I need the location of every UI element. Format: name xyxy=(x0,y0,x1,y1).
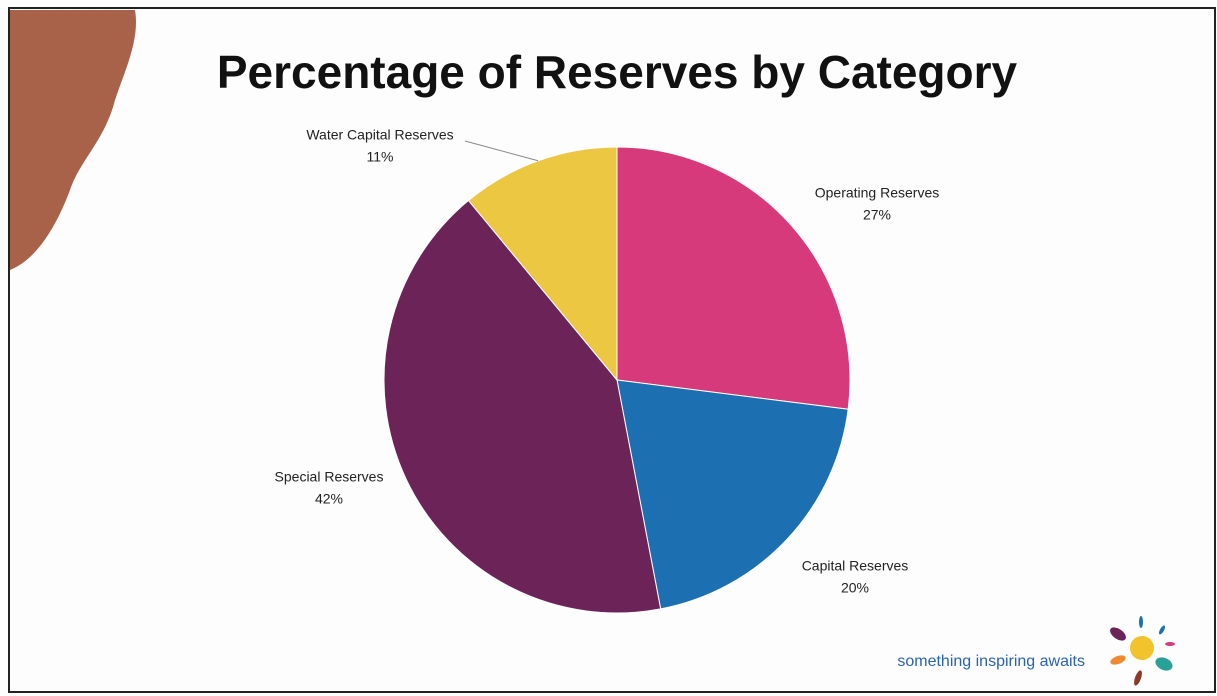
slice-label-value: 11% xyxy=(367,149,394,165)
pie-slice xyxy=(467,146,618,382)
leader-line xyxy=(464,140,539,162)
slice-label-value: 42% xyxy=(315,491,343,507)
logo-ray xyxy=(1110,655,1126,665)
decoration-blob xyxy=(10,10,136,270)
logo-ray xyxy=(1139,616,1143,628)
logo xyxy=(1110,616,1175,686)
slice-label-name: Water Capital Reserves xyxy=(306,127,453,143)
logo-ray xyxy=(1158,625,1166,635)
pie-slice xyxy=(616,379,849,610)
logo-ray xyxy=(1110,627,1126,641)
chart-title: Percentage of Reserves by Category xyxy=(217,46,1018,98)
slide-frame xyxy=(8,7,1216,693)
pie-slice xyxy=(383,199,662,614)
pie-slice xyxy=(616,146,851,410)
logo-ray xyxy=(1165,642,1175,646)
logo-ray xyxy=(1134,670,1142,686)
slice-label-value: 20% xyxy=(841,580,869,596)
slice-label-name: Capital Reserves xyxy=(802,558,909,574)
labels: Operating Reserves 27% Capital Reserves 20%… xyxy=(275,127,940,596)
logo-sun xyxy=(1130,636,1154,660)
slice-label-name: Special Reserves xyxy=(275,469,384,485)
slice-label-name: Operating Reserves xyxy=(815,185,940,201)
footer-tagline: something inspiring awaits xyxy=(897,653,1085,670)
pie xyxy=(383,146,851,614)
logo-ray xyxy=(1155,657,1173,671)
slice-label-value: 27% xyxy=(863,207,891,223)
